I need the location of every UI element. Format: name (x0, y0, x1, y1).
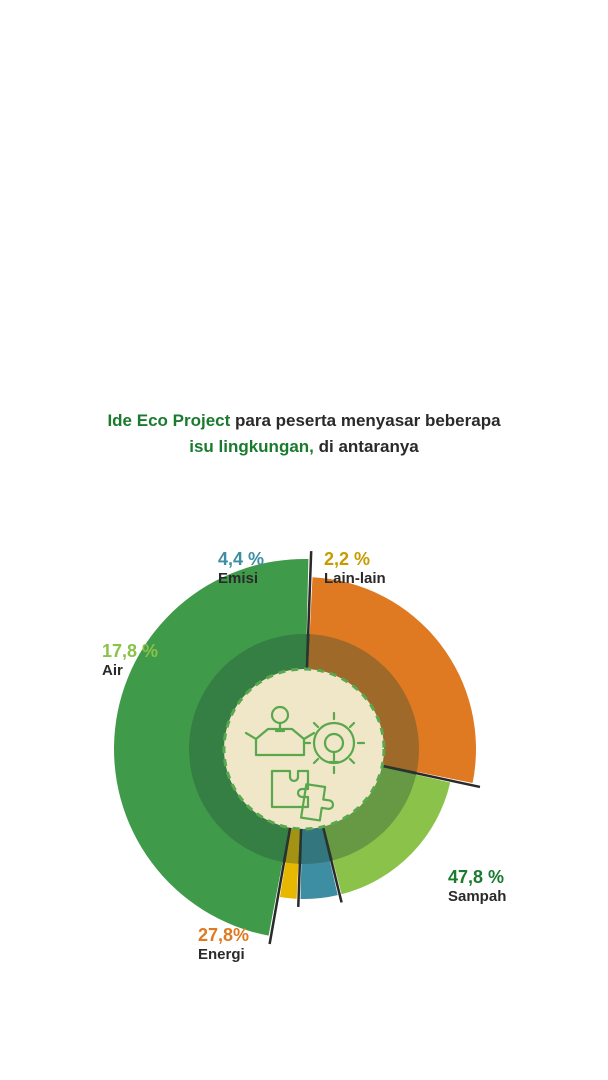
label-lain-lain: 2,2 %Lain-lain (324, 549, 386, 587)
label-energi: 27,8%Energi (198, 925, 249, 963)
label-sampah: 47,8 %Sampah (448, 867, 506, 905)
donut-chart: 47,8 %Sampah 27,8%Energi 17,8 %Air 4,4 %Emi… (0, 459, 608, 979)
chart-title: Ide Eco Project para peserta menyasar be… (60, 408, 548, 459)
label-emisi: 4,4 %Emisi (218, 549, 264, 587)
label-air: 17,8 %Air (102, 641, 158, 679)
